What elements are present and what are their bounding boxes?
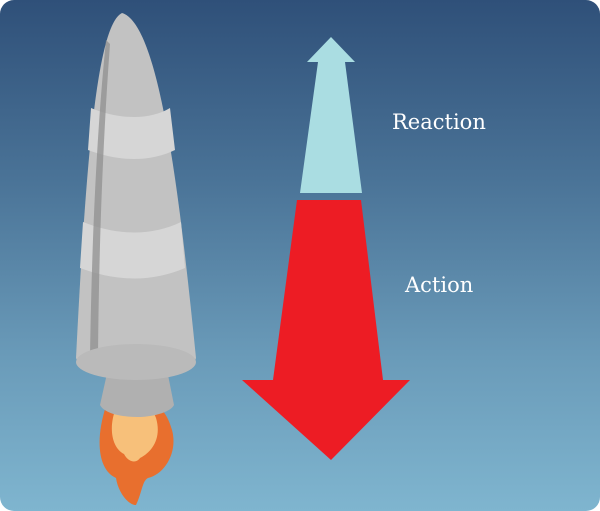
action-label: Action <box>405 273 474 297</box>
rocket-shadow-stripe <box>90 40 110 358</box>
flame-icon <box>99 406 174 505</box>
rocket-base-rim <box>76 344 196 380</box>
action-arrow <box>242 200 410 460</box>
reaction-arrow <box>300 37 362 193</box>
flame-inner <box>111 408 158 462</box>
rocket-band-lower <box>80 222 185 279</box>
reaction-label: Reaction <box>392 110 486 134</box>
rocket-band-upper <box>88 108 175 159</box>
rocket-icon <box>76 13 196 380</box>
